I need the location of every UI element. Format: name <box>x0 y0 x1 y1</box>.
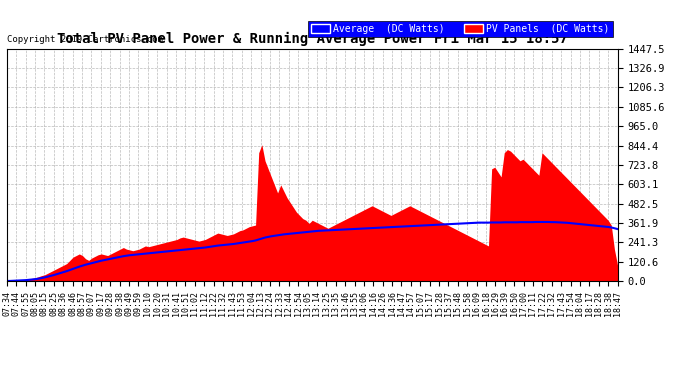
Legend: Average  (DC Watts), PV Panels  (DC Watts): Average (DC Watts), PV Panels (DC Watts) <box>308 21 613 37</box>
Title: Total PV Panel Power & Running Average Power Fri Mar 15 18:57: Total PV Panel Power & Running Average P… <box>57 32 568 46</box>
Text: Copyright 2019 Cartronics.com: Copyright 2019 Cartronics.com <box>7 35 163 44</box>
